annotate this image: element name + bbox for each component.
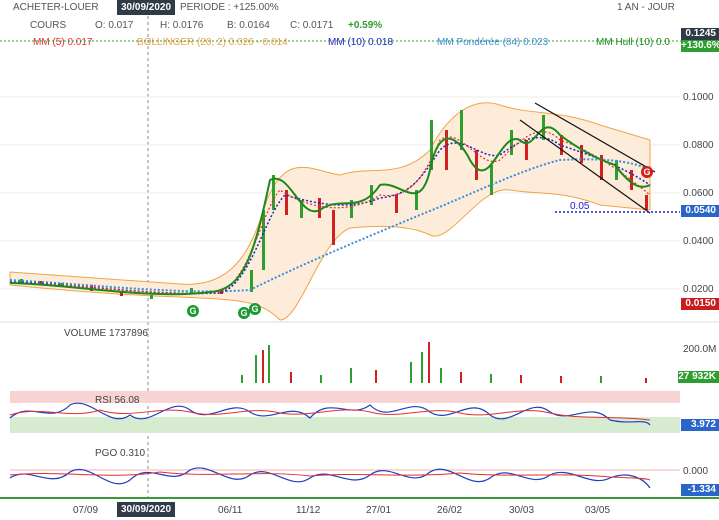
legend-mm-hull: MM Hull (10) 0.0: [596, 37, 670, 48]
close-value: C: 0.0171: [290, 20, 334, 31]
y-tick-0: 0.1000: [683, 92, 714, 103]
pgo-axis: 0.000: [683, 466, 709, 477]
volume-bars: [241, 342, 647, 383]
g-markers: G G G G: [187, 166, 653, 319]
volume-last-tag: 27 932K: [678, 371, 719, 383]
channel-lower: [519, 119, 651, 214]
rsi-signal-line: [9, 409, 651, 421]
volume-label: VOLUME 1737896: [64, 328, 148, 339]
selected-date: 30/09/2020: [117, 0, 176, 15]
volume-axis: 200.0M: [683, 344, 717, 355]
legend-mm-ponderee: MM Pondérée (84) 0.023: [437, 37, 549, 48]
y-tick-2: 0.0600: [683, 188, 714, 199]
mm5-line: [9, 131, 651, 294]
mm-ponderee-line: [9, 158, 651, 293]
rsi-label: RSI 56.08: [95, 395, 140, 406]
y-tick-4: 0.0200: [683, 284, 714, 295]
top-bar: ACHETER-LOUER 30/09/2020 PERIODE : +125.…: [0, 0, 719, 16]
pgo-last-tag: -1.334: [681, 484, 719, 496]
x-tick-5: 26/02: [437, 505, 463, 516]
rsi-last-tag: 3.972: [681, 419, 719, 431]
pgo-signal-line: [9, 471, 651, 481]
change-value: +0.59%: [348, 20, 383, 31]
legend-bollinger: BOLLINGER (20, 2) 0.026 - 0.014: [137, 37, 288, 48]
symbol-name: ACHETER-LOUER: [13, 2, 99, 13]
pgo-label: PGO 0.310: [95, 448, 146, 459]
x-tick-6: 30/03: [509, 505, 535, 516]
svg-text:G: G: [643, 167, 650, 177]
x-tick-3: 11/12: [296, 505, 321, 516]
performance-tag: +130.6%: [681, 40, 719, 52]
x-tick-1: 30/09/2020: [117, 502, 176, 517]
legend-mm5: MM (5) 0.017: [33, 37, 93, 48]
svg-text:G: G: [251, 304, 258, 314]
y-tick-3: 0.0400: [683, 236, 714, 247]
rsi-overbought-zone: [10, 391, 680, 403]
y-tick-1: 0.0800: [683, 140, 714, 151]
cours-label: COURS: [30, 20, 67, 31]
svg-text:G: G: [240, 308, 247, 318]
rsi-oversold-zone: [10, 417, 680, 433]
pgo-line: [9, 467, 651, 489]
period-performance: PERIODE : +125.00%: [180, 2, 279, 13]
svg-text:G: G: [189, 306, 196, 316]
low-price-tag: 0.0150: [681, 298, 719, 310]
open-value: O: 0.017: [95, 20, 134, 31]
last-high-tag: 0.1245: [681, 28, 719, 40]
x-tick-4: 27/01: [366, 505, 392, 516]
high-value: H: 0.0176: [160, 20, 204, 31]
time-range[interactable]: 1 AN - JOUR: [617, 2, 675, 13]
low-value: B: 0.0164: [227, 20, 270, 31]
x-tick-2: 06/11: [218, 505, 243, 516]
hull-line: [9, 126, 651, 296]
rsi-line: [9, 402, 651, 426]
current-price-tag: 0.0540: [681, 205, 719, 217]
channel-upper: [534, 102, 656, 173]
level-label: 0.05: [570, 201, 590, 212]
legend-mm10: MM (10) 0.018: [328, 37, 394, 48]
x-tick-7: 03/05: [585, 505, 611, 516]
x-tick-0: 07/09: [73, 505, 99, 516]
